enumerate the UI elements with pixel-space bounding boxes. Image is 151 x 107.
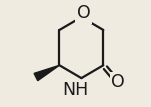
Polygon shape [34,65,59,81]
Text: NH: NH [62,81,89,99]
Text: O: O [111,73,125,91]
Text: O: O [77,4,90,22]
